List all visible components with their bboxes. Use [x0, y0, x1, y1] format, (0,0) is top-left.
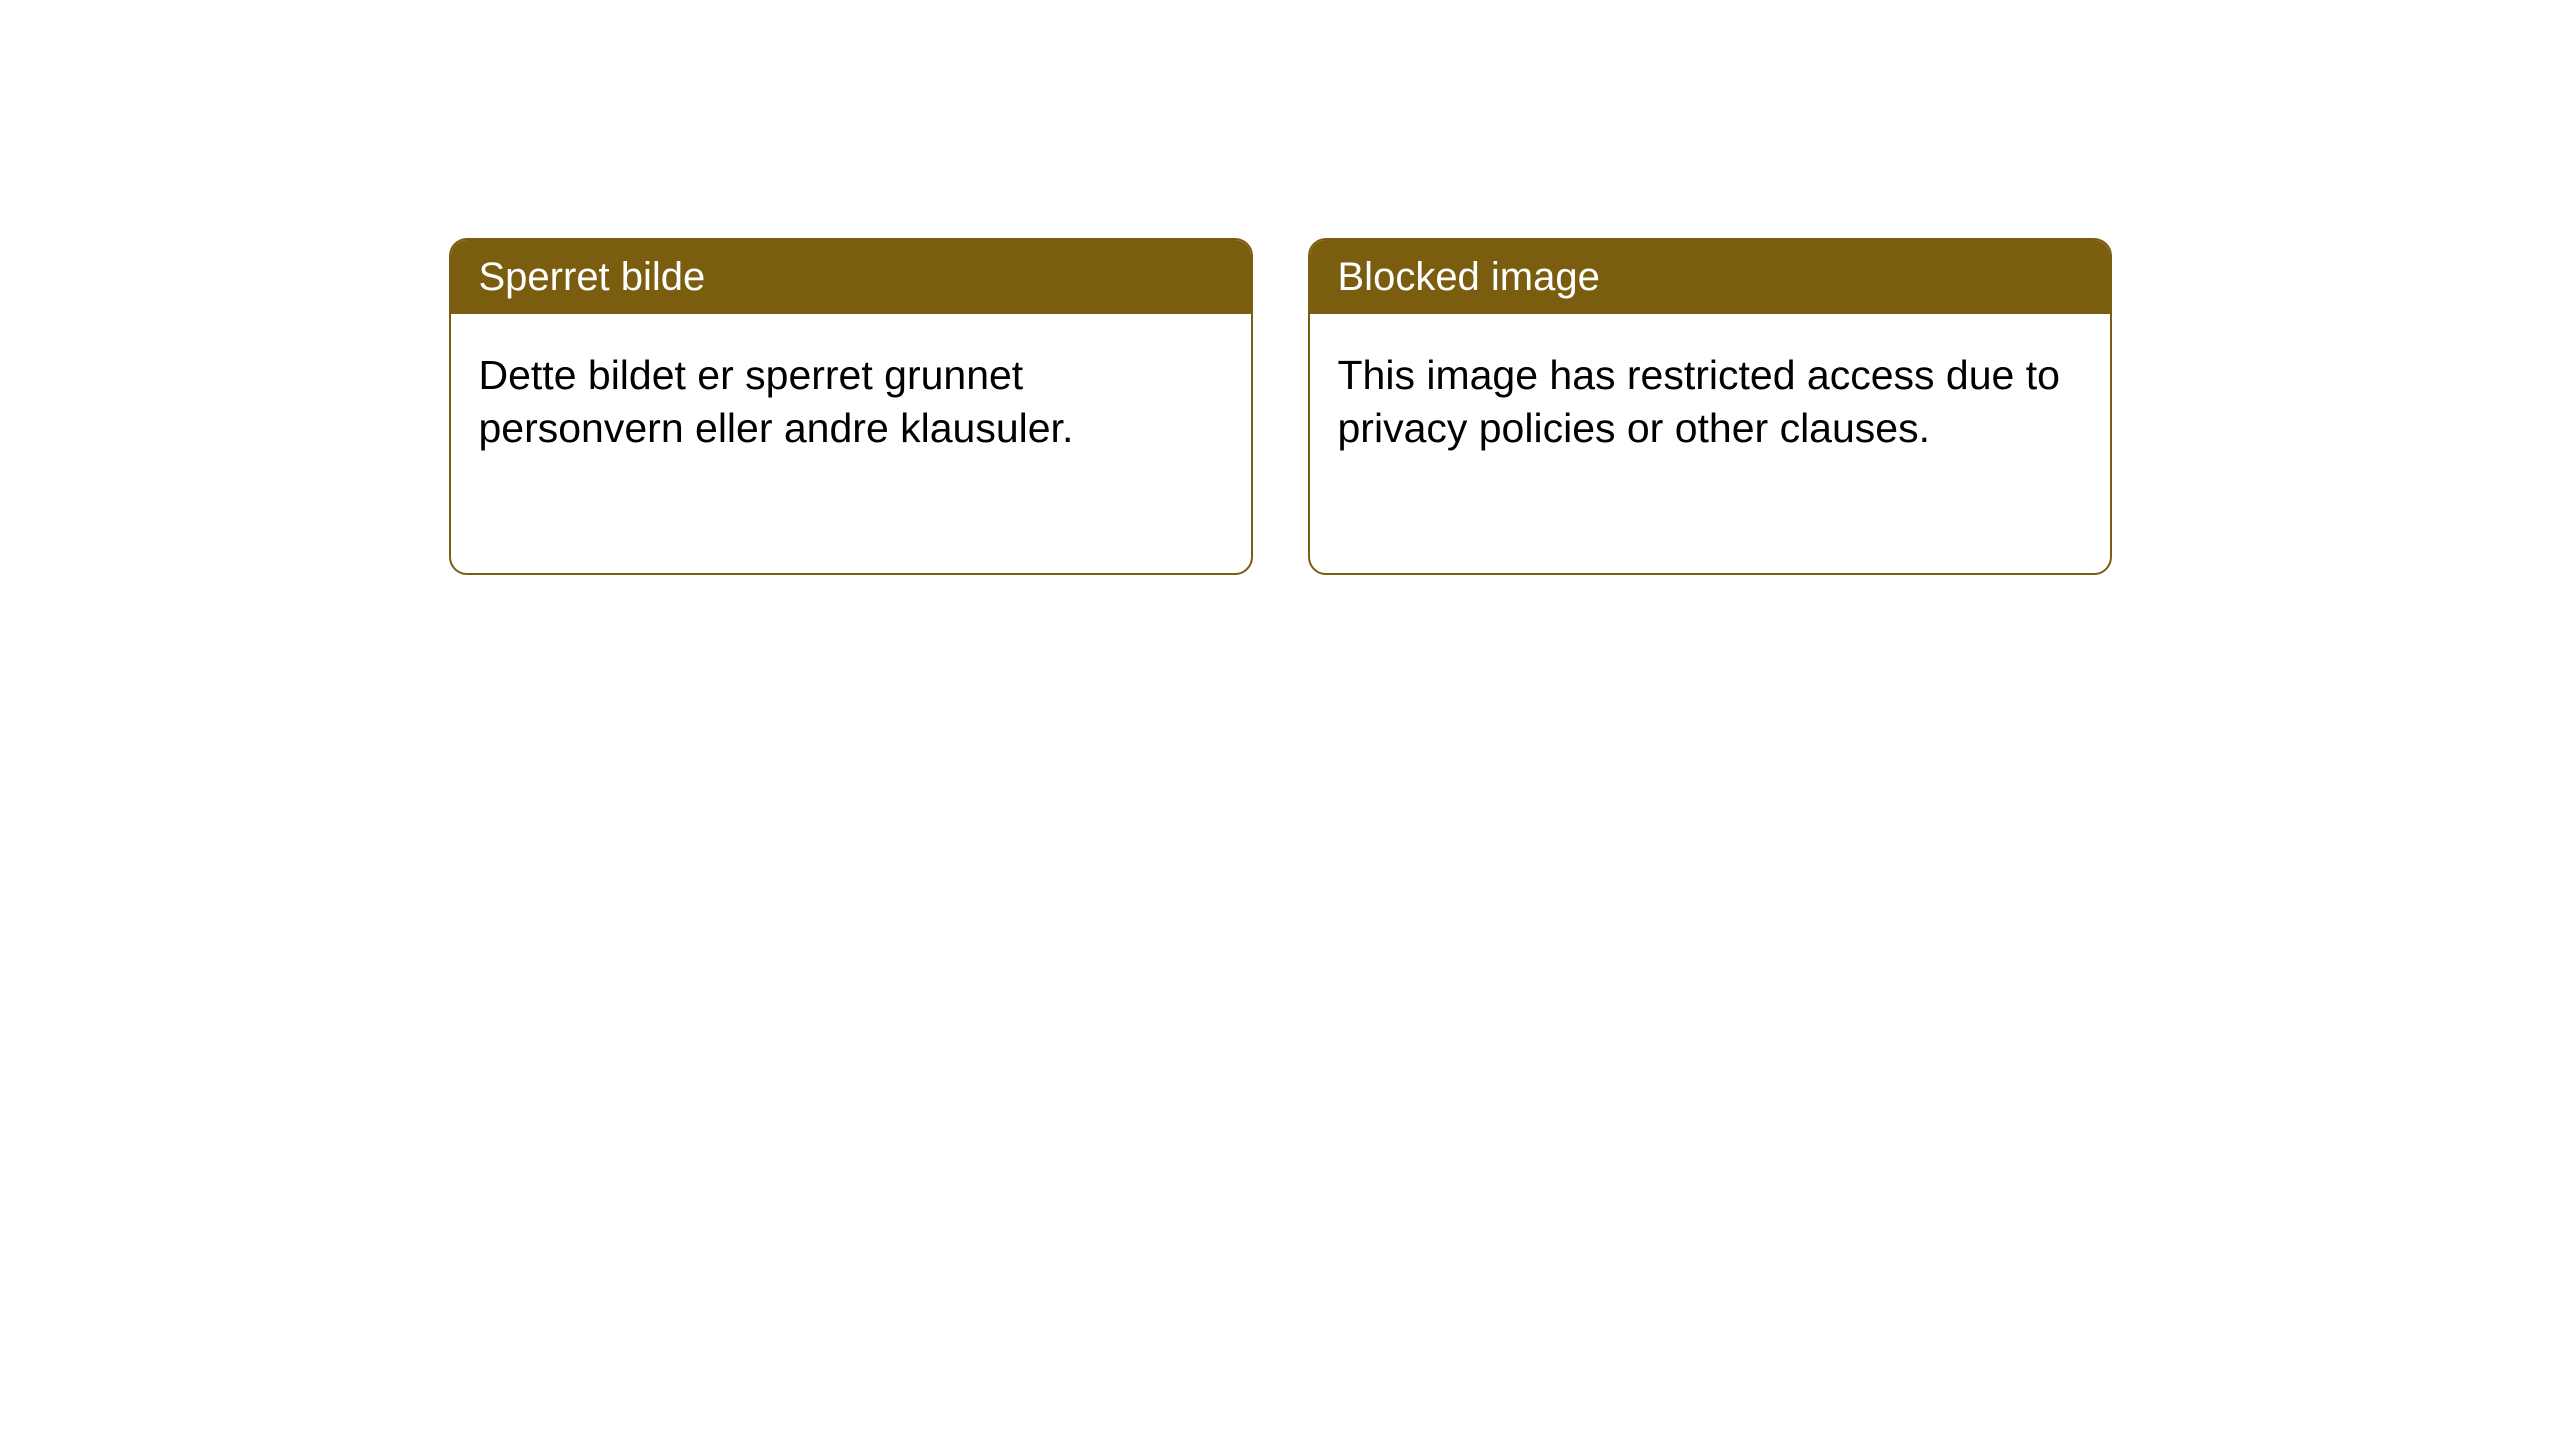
cards-container: Sperret bilde Dette bildet er sperret gr… [449, 238, 2112, 575]
card-title: Sperret bilde [479, 255, 706, 299]
card-header-norwegian: Sperret bilde [451, 240, 1251, 314]
card-header-english: Blocked image [1310, 240, 2110, 314]
card-title: Blocked image [1338, 255, 1600, 299]
card-body-text: Dette bildet er sperret grunnet personve… [479, 352, 1074, 451]
card-body-norwegian: Dette bildet er sperret grunnet personve… [451, 314, 1251, 491]
card-body-text: This image has restricted access due to … [1338, 352, 2060, 451]
card-body-english: This image has restricted access due to … [1310, 314, 2110, 491]
card-english: Blocked image This image has restricted … [1308, 238, 2112, 575]
card-norwegian: Sperret bilde Dette bildet er sperret gr… [449, 238, 1253, 575]
